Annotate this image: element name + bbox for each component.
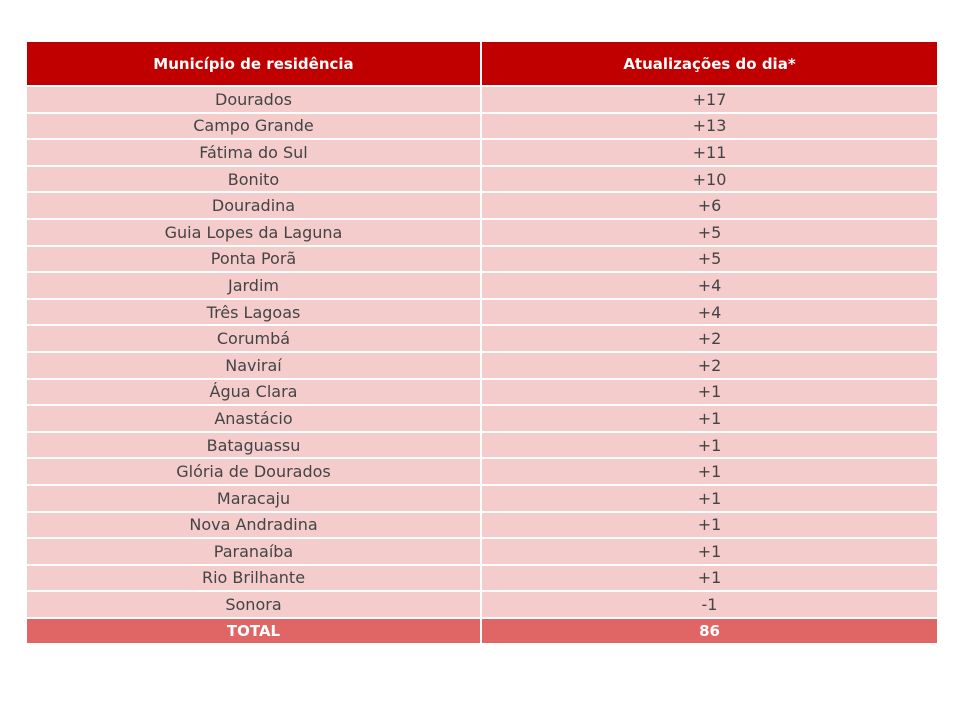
table-footer: TOTAL 86	[25, 616, 939, 645]
atualizacao-cell: +5	[480, 244, 939, 274]
atualizacao-cell: +1	[480, 457, 939, 486]
municipio-cell: Naviraí	[25, 350, 482, 380]
atualizacao-cell: +17	[480, 85, 939, 114]
table-row: Corumbá +2	[25, 324, 939, 353]
atualizacao-cell: +2	[480, 350, 939, 380]
municipio-cell: Dourados	[25, 85, 482, 114]
atualizacao-cell: +1	[480, 510, 939, 540]
total-label: TOTAL	[25, 616, 482, 645]
municipio-cell: Bonito	[25, 164, 482, 194]
municipio-cell: Ponta Porã	[25, 244, 482, 274]
municipio-cell: Três Lagoas	[25, 297, 482, 327]
table-row: Três Lagoas +4	[25, 297, 939, 327]
atualizacao-cell: +10	[480, 164, 939, 194]
municipio-cell: Anastácio	[25, 404, 482, 433]
header-atualizacoes: Atualizações do dia*	[480, 40, 939, 87]
table-row: Maracaju +1	[25, 483, 939, 513]
table-row: Jardim +4	[25, 271, 939, 300]
atualizacao-cell: +1	[480, 483, 939, 513]
atualizacao-cell: +11	[480, 138, 939, 167]
table-row: Água Clara +1	[25, 377, 939, 407]
municipio-cell: Rio Brilhante	[25, 563, 482, 593]
atualizacao-cell: +1	[480, 404, 939, 433]
atualizacao-cell: +1	[480, 537, 939, 566]
updates-table: Município de residência Atualizações do …	[25, 40, 939, 645]
header-municipio: Município de residência	[25, 40, 482, 87]
table-header: Município de residência Atualizações do …	[25, 40, 939, 87]
municipio-cell: Guia Lopes da Laguna	[25, 217, 482, 247]
atualizacao-cell: +4	[480, 271, 939, 300]
municipio-cell: Nova Andradina	[25, 510, 482, 540]
municipio-cell: Fátima do Sul	[25, 138, 482, 167]
table-row: Campo Grande +13	[25, 111, 939, 141]
atualizacao-cell: +1	[480, 377, 939, 407]
table-body: Dourados +17 Campo Grande +13 Fátima do …	[25, 85, 939, 619]
atualizacao-cell: +2	[480, 324, 939, 353]
table-row: Ponta Porã +5	[25, 244, 939, 274]
municipio-cell: Glória de Dourados	[25, 457, 482, 486]
atualizacao-cell: +4	[480, 297, 939, 327]
table-row: Dourados +17	[25, 85, 939, 114]
atualizacao-cell: +1	[480, 563, 939, 593]
municipio-cell: Maracaju	[25, 483, 482, 513]
municipio-cell: Água Clara	[25, 377, 482, 407]
table-row: Nova Andradina +1	[25, 510, 939, 540]
atualizacao-cell: +6	[480, 191, 939, 220]
total-row: TOTAL 86	[25, 616, 939, 645]
total-value: 86	[480, 616, 939, 645]
table-row: Sonora -1	[25, 590, 939, 619]
table-row: Douradina +6	[25, 191, 939, 220]
table-row: Guia Lopes da Laguna +5	[25, 217, 939, 247]
atualizacao-cell: +1	[480, 430, 939, 460]
municipio-cell: Bataguassu	[25, 430, 482, 460]
table-row: Paranaíba +1	[25, 537, 939, 566]
atualizacao-cell: -1	[480, 590, 939, 619]
table-row: Bataguassu +1	[25, 430, 939, 460]
municipio-cell: Campo Grande	[25, 111, 482, 141]
table-row: Anastácio +1	[25, 404, 939, 433]
table-row: Naviraí +2	[25, 350, 939, 380]
atualizacao-cell: +13	[480, 111, 939, 141]
municipio-cell: Jardim	[25, 271, 482, 300]
municipio-cell: Corumbá	[25, 324, 482, 353]
atualizacao-cell: +5	[480, 217, 939, 247]
header-row: Município de residência Atualizações do …	[25, 40, 939, 87]
table-row: Glória de Dourados +1	[25, 457, 939, 486]
table-row: Bonito +10	[25, 164, 939, 194]
table-row: Rio Brilhante +1	[25, 563, 939, 593]
municipio-cell: Douradina	[25, 191, 482, 220]
municipio-cell: Sonora	[25, 590, 482, 619]
municipio-cell: Paranaíba	[25, 537, 482, 566]
table-row: Fátima do Sul +11	[25, 138, 939, 167]
